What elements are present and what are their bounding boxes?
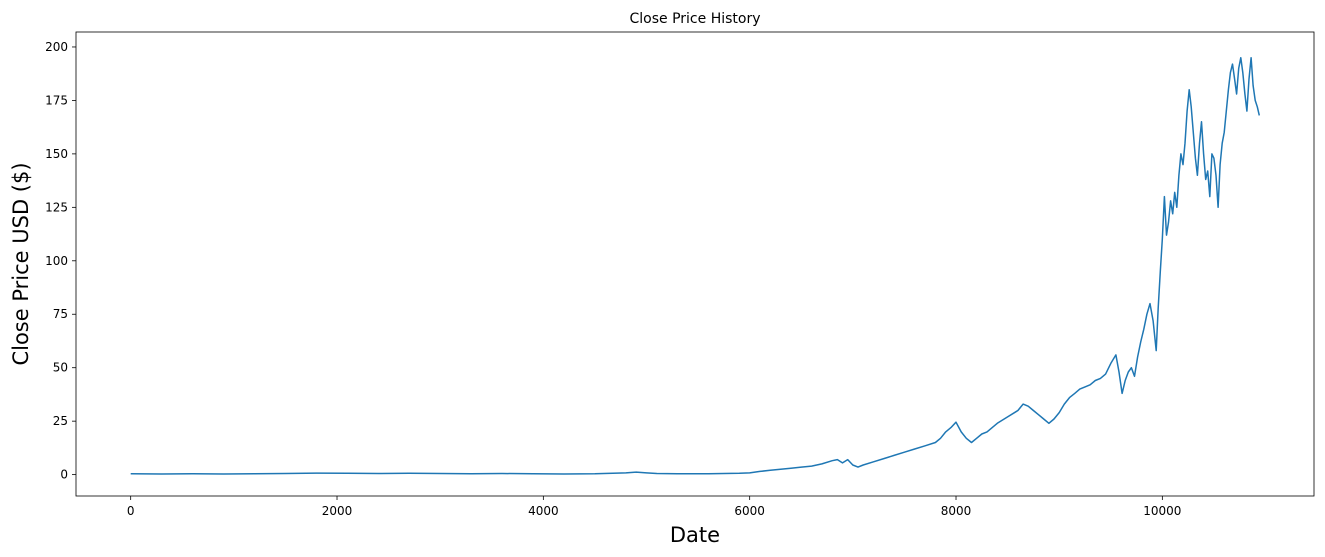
chart-title: Close Price History	[630, 11, 761, 27]
x-tick-label: 4000	[528, 504, 559, 518]
y-tick-label: 75	[53, 307, 68, 321]
y-axis-title: Close Price USD ($)	[9, 162, 33, 365]
axes-frame	[75, 31, 1315, 497]
x-axis-title: Date	[670, 523, 720, 547]
y-tick-label: 50	[53, 361, 68, 375]
y-tick-label: 175	[45, 93, 68, 107]
close-price-line	[130, 56, 1261, 475]
x-tick-label: 8000	[941, 504, 972, 518]
x-tick-label: 2000	[322, 504, 353, 518]
y-axis-ticks: 0 25 50 75 100 125 150 175 200	[45, 40, 76, 482]
y-tick-label: 0	[60, 468, 68, 482]
x-tick-label: 10000	[1143, 504, 1181, 518]
y-tick-label: 125	[45, 200, 68, 214]
x-tick-label: 0	[127, 504, 135, 518]
x-axis-ticks: 0 2000 4000 6000 8000 10000	[127, 496, 1181, 518]
y-tick-label: 200	[45, 40, 68, 54]
y-tick-label: 150	[45, 147, 68, 161]
y-tick-label: 25	[53, 414, 68, 428]
y-tick-label: 100	[45, 254, 68, 268]
x-tick-label: 6000	[734, 504, 765, 518]
